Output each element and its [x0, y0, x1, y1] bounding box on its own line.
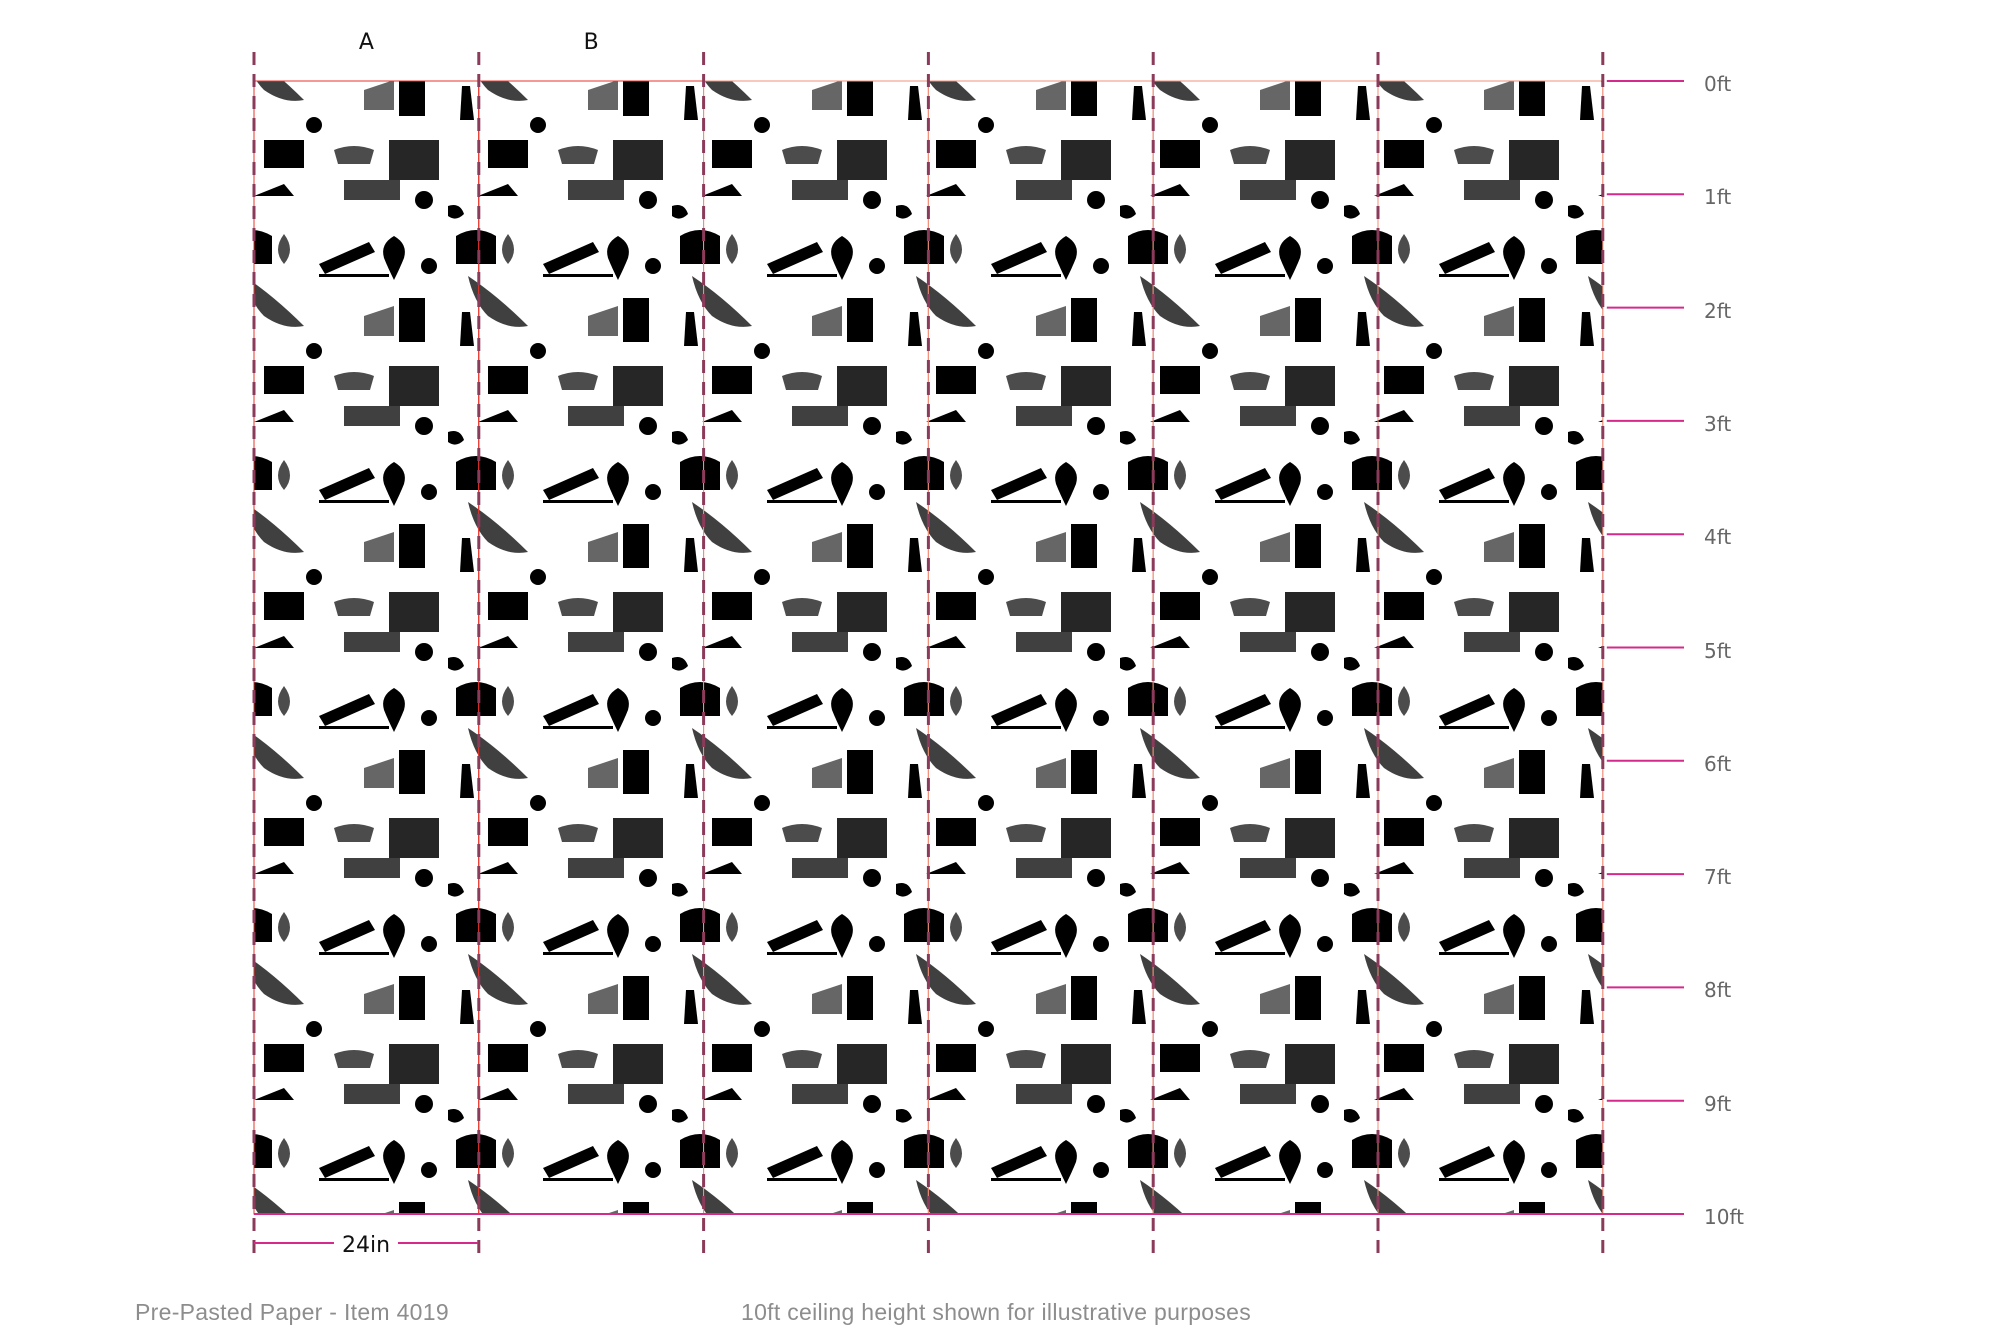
wallpaper-panel-B [478, 80, 705, 1215]
product-name: Pre-Pasted Paper - Item 4019 [135, 1299, 449, 1325]
height-label-6ft: 6ft [1704, 751, 1732, 776]
height-label-5ft: 5ft [1704, 638, 1732, 663]
wallpaper-panel-5 [1152, 80, 1379, 1215]
wallpaper-panel-6 [1377, 80, 1604, 1215]
height-label-2ft: 2ft [1704, 298, 1732, 323]
wallpaper-panel-A [253, 80, 480, 1215]
wallpaper-panel-4 [927, 80, 1154, 1215]
height-label-10ft: 10ft [1704, 1205, 1744, 1229]
illustration-note: 10ft ceiling height shown for illustrati… [741, 1299, 1252, 1325]
height-label-8ft: 8ft [1704, 978, 1732, 1003]
wallpaper-panel-3 [703, 80, 929, 1215]
height-label-3ft: 3ft [1704, 411, 1732, 436]
height-label-9ft: 9ft [1704, 1091, 1732, 1116]
height-label-4ft: 4ft [1704, 525, 1732, 550]
panel-label-a: A [358, 30, 374, 55]
height-label-0ft: 0ft [1704, 72, 1732, 96]
height-label-1ft: 1ft [1704, 185, 1732, 210]
panel-width-label: 24in [333, 1233, 399, 1258]
height-label-7ft: 7ft [1704, 865, 1732, 890]
panel-label-b: B [583, 30, 599, 55]
